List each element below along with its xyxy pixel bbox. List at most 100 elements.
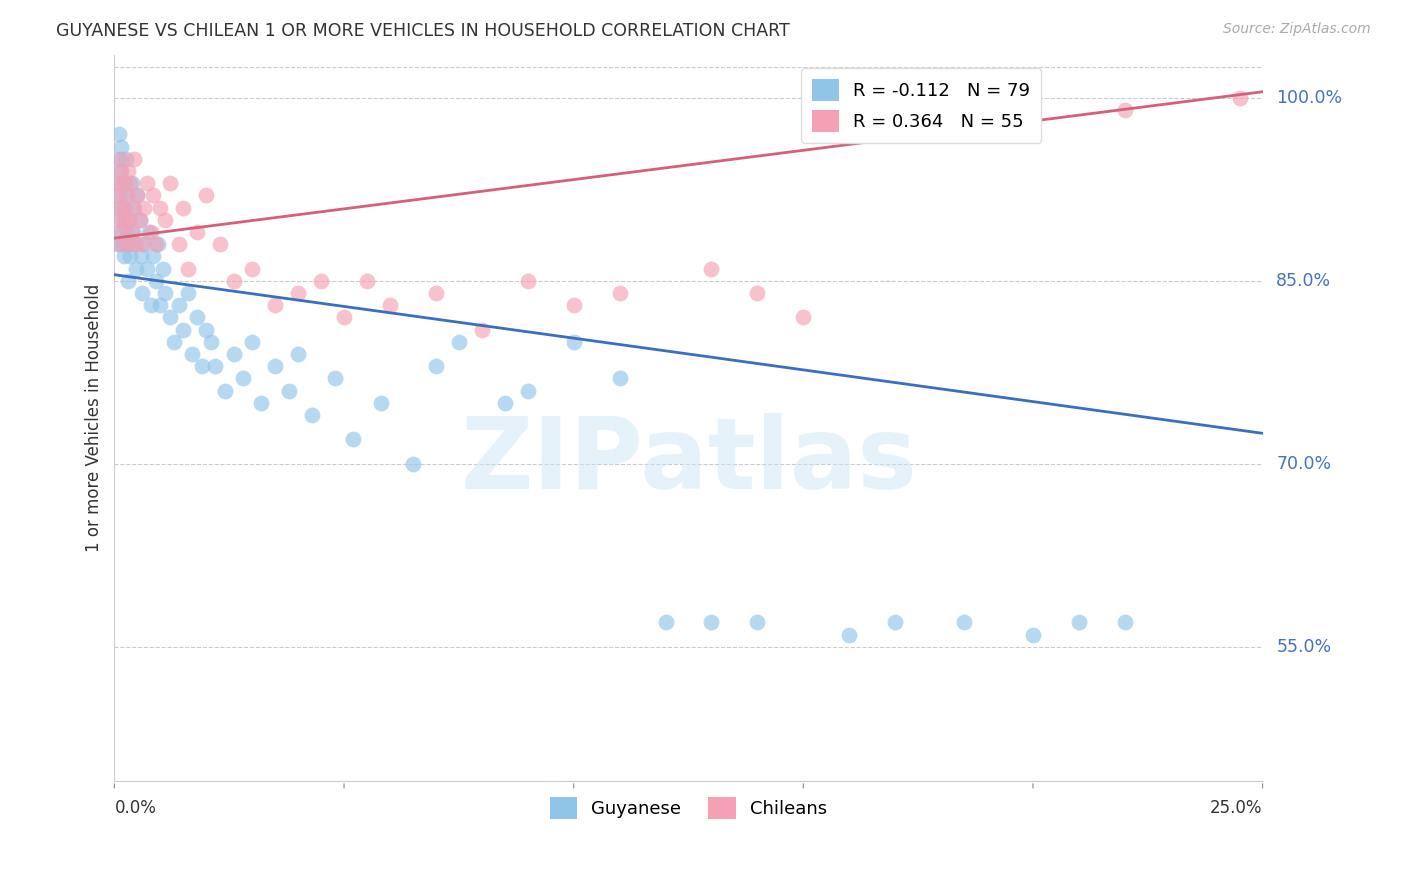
Point <box>747 286 769 301</box>
Point <box>516 384 538 398</box>
Point <box>112 249 135 263</box>
Text: 100.0%: 100.0% <box>1277 89 1343 107</box>
Point <box>117 164 139 178</box>
Point <box>115 188 138 202</box>
Point <box>172 323 194 337</box>
Point <box>127 188 149 202</box>
Point <box>186 310 208 325</box>
Y-axis label: 1 or more Vehicles in Household: 1 or more Vehicles in Household <box>86 284 103 552</box>
Point <box>240 334 263 349</box>
Point <box>278 384 301 398</box>
Point <box>250 396 273 410</box>
Point <box>121 201 143 215</box>
Point <box>177 261 200 276</box>
Point <box>186 225 208 239</box>
Point <box>838 627 860 641</box>
Point <box>190 359 212 374</box>
Point <box>108 128 131 142</box>
Point <box>159 176 181 190</box>
Point <box>105 201 128 215</box>
Point <box>167 298 190 312</box>
Point <box>128 212 150 227</box>
Point <box>1229 91 1251 105</box>
Point <box>167 237 190 252</box>
Point <box>177 286 200 301</box>
Point <box>111 237 134 252</box>
Point <box>121 176 143 190</box>
Point <box>884 615 907 630</box>
Point <box>107 152 129 166</box>
Point <box>128 212 150 227</box>
Point <box>1114 103 1136 117</box>
Point <box>112 201 135 215</box>
Point <box>145 237 167 252</box>
Point <box>107 237 129 252</box>
Point <box>108 176 131 190</box>
Point <box>172 201 194 215</box>
Point <box>141 298 163 312</box>
Point <box>214 384 236 398</box>
Point <box>1022 627 1045 641</box>
Point <box>301 408 323 422</box>
Point <box>117 188 139 202</box>
Point <box>145 274 167 288</box>
Point <box>108 237 131 252</box>
Point <box>447 334 470 349</box>
Point <box>105 188 128 202</box>
Point <box>152 261 174 276</box>
Point <box>135 261 157 276</box>
Point <box>222 274 245 288</box>
Text: 55.0%: 55.0% <box>1277 638 1331 656</box>
Point <box>609 371 631 385</box>
Point <box>118 212 141 227</box>
Text: 70.0%: 70.0% <box>1277 455 1331 473</box>
Point <box>425 286 447 301</box>
Point <box>117 274 139 288</box>
Point <box>153 286 176 301</box>
Point <box>562 298 585 312</box>
Point <box>127 188 149 202</box>
Point <box>122 152 145 166</box>
Point <box>494 396 516 410</box>
Point <box>700 261 723 276</box>
Point <box>138 225 160 239</box>
Point <box>953 615 976 630</box>
Point <box>117 237 139 252</box>
Point <box>141 225 163 239</box>
Point <box>323 371 346 385</box>
Point <box>124 237 146 252</box>
Point <box>142 188 165 202</box>
Point <box>134 237 156 252</box>
Point <box>1067 615 1090 630</box>
Point <box>114 212 136 227</box>
Point <box>110 201 132 215</box>
Point <box>120 176 142 190</box>
Point <box>747 615 769 630</box>
Point <box>107 176 129 190</box>
Point <box>471 323 494 337</box>
Point <box>118 212 141 227</box>
Point <box>342 433 364 447</box>
Point <box>309 274 332 288</box>
Point <box>110 188 132 202</box>
Point <box>107 212 129 227</box>
Point <box>131 237 153 252</box>
Point <box>195 188 218 202</box>
Point <box>121 225 143 239</box>
Point <box>125 261 148 276</box>
Point <box>135 176 157 190</box>
Point <box>122 201 145 215</box>
Text: 0.0%: 0.0% <box>114 799 156 817</box>
Point <box>115 225 138 239</box>
Point <box>333 310 356 325</box>
Point <box>108 225 131 239</box>
Point <box>111 176 134 190</box>
Text: 25.0%: 25.0% <box>1211 799 1263 817</box>
Point <box>129 249 152 263</box>
Point <box>287 347 309 361</box>
Point <box>609 286 631 301</box>
Point <box>200 334 222 349</box>
Point <box>115 152 138 166</box>
Point <box>562 334 585 349</box>
Point <box>121 225 143 239</box>
